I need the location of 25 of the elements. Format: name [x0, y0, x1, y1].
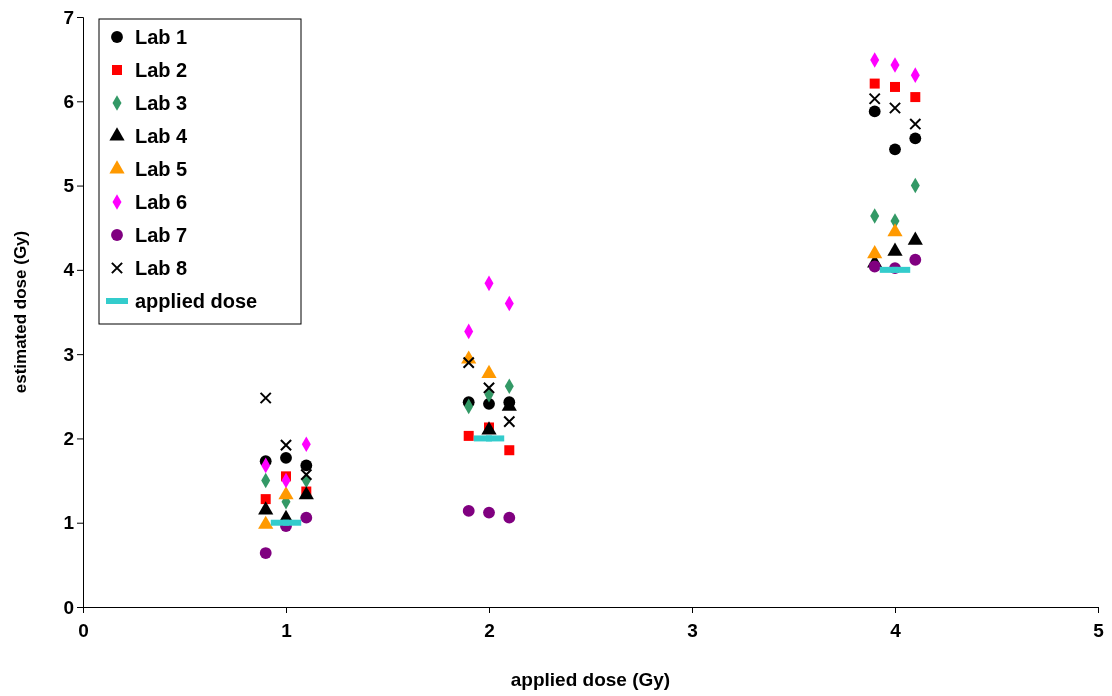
y-tick-label: 0 — [63, 596, 74, 618]
y-tick-label: 2 — [63, 428, 74, 450]
x-tick-label: 0 — [78, 619, 89, 641]
y-tick-label: 3 — [63, 343, 74, 365]
legend-label: Lab 1 — [135, 26, 188, 48]
y-tick-label: 5 — [63, 175, 75, 197]
legend-label: Lab 7 — [135, 224, 188, 246]
legend-label: Lab 2 — [135, 59, 188, 81]
legend-label: Lab 8 — [135, 257, 188, 279]
y-tick-label: 7 — [63, 6, 74, 28]
y-tick-label: 6 — [63, 90, 74, 112]
legend-label: applied dose — [135, 290, 258, 312]
y-tick-label: 1 — [63, 512, 75, 534]
x-tick-label: 5 — [1093, 619, 1105, 641]
legend-label: Lab 5 — [135, 158, 188, 180]
y-tick-label: 4 — [63, 259, 75, 281]
legend-label: Lab 6 — [135, 191, 188, 213]
x-tick-label: 4 — [890, 619, 902, 641]
x-tick-label: 2 — [484, 619, 495, 641]
y-axis-title: estimated dose (Gy) — [11, 230, 30, 394]
x-tick-label: 3 — [687, 619, 698, 641]
legend-label: Lab 4 — [135, 125, 189, 147]
x-axis-title: applied dose (Gy) — [510, 669, 671, 690]
legend-label: Lab 3 — [135, 92, 188, 114]
x-tick-label: 1 — [281, 619, 293, 641]
